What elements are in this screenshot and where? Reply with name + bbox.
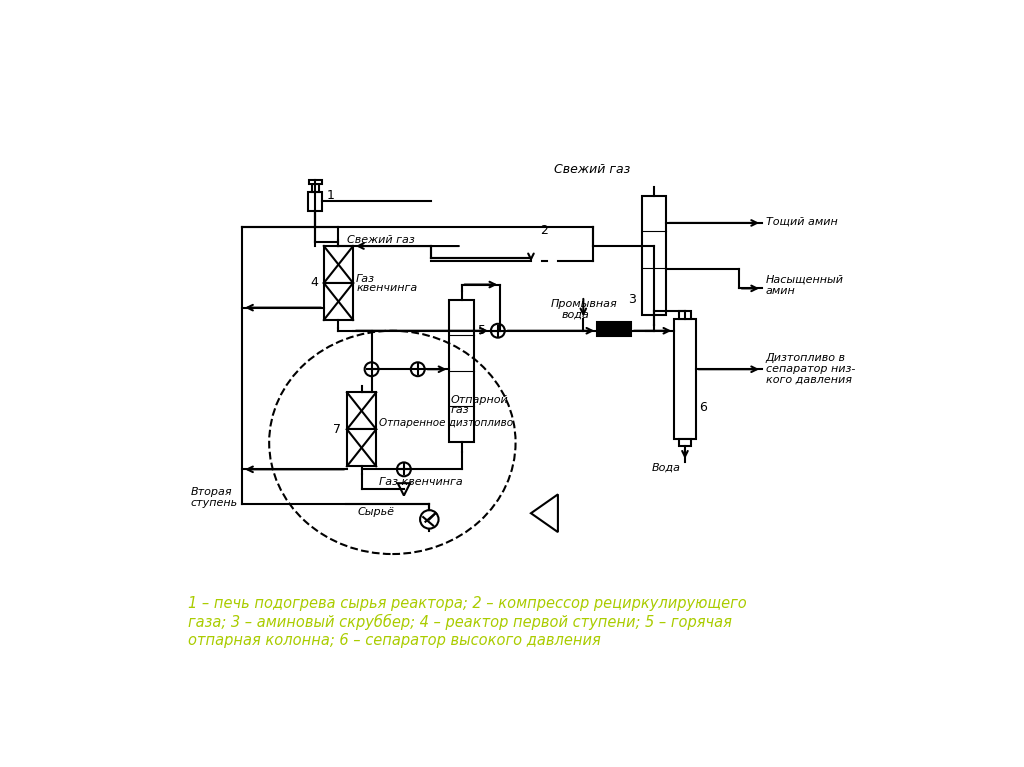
- Text: Сырьё: Сырьё: [357, 507, 394, 517]
- Text: 2: 2: [541, 224, 548, 237]
- Bar: [642, 196, 667, 315]
- Text: Свежий газ: Свежий газ: [347, 235, 415, 245]
- Text: газ: газ: [451, 405, 470, 415]
- Text: Тощий амин: Тощий амин: [766, 216, 838, 226]
- Bar: [347, 430, 376, 466]
- Bar: [597, 322, 631, 336]
- Text: Дизтопливо в: Дизтопливо в: [766, 354, 846, 364]
- Circle shape: [411, 362, 425, 376]
- Text: Вторая: Вторая: [190, 488, 232, 498]
- Bar: [679, 439, 691, 446]
- Text: 1 – печь подогрева сырья реактора; 2 – компрессор рециркулирующего
газа; 3 – ами: 1 – печь подогрева сырья реактора; 2 – к…: [188, 597, 748, 647]
- Bar: [679, 311, 691, 319]
- Bar: [324, 246, 353, 283]
- Text: Отпарной: Отпарной: [451, 395, 509, 405]
- Bar: [324, 283, 353, 320]
- Text: Отпаренное дизтопливо: Отпаренное дизтопливо: [379, 418, 513, 428]
- Text: Газ квенчинга: Газ квенчинга: [379, 476, 463, 486]
- Text: Газ: Газ: [356, 274, 375, 284]
- Circle shape: [397, 463, 411, 476]
- Text: вода: вода: [562, 310, 590, 320]
- Bar: [311, 184, 319, 193]
- Circle shape: [490, 324, 505, 337]
- Bar: [674, 319, 695, 439]
- Bar: [347, 393, 376, 430]
- Text: 6: 6: [699, 401, 708, 414]
- Circle shape: [420, 510, 438, 528]
- Bar: [309, 179, 322, 184]
- Text: Промывная: Промывная: [550, 299, 616, 309]
- Bar: [308, 193, 323, 212]
- Text: сепаратор низ-: сепаратор низ-: [766, 364, 855, 374]
- Text: квенчинга: квенчинга: [356, 283, 418, 294]
- Text: 5: 5: [478, 324, 485, 337]
- Text: амин: амин: [766, 285, 796, 296]
- Text: 7: 7: [333, 423, 341, 436]
- Text: 3: 3: [628, 294, 636, 307]
- Text: кого давления: кого давления: [766, 375, 852, 385]
- Text: Насыщенный: Насыщенный: [766, 275, 844, 285]
- Text: Свежий газ: Свежий газ: [554, 163, 631, 176]
- Text: 1: 1: [327, 189, 335, 202]
- Text: ступень: ступень: [190, 499, 238, 509]
- Bar: [450, 300, 474, 443]
- Text: Вода: Вода: [651, 463, 680, 472]
- Text: 4: 4: [310, 276, 317, 289]
- Circle shape: [365, 362, 379, 376]
